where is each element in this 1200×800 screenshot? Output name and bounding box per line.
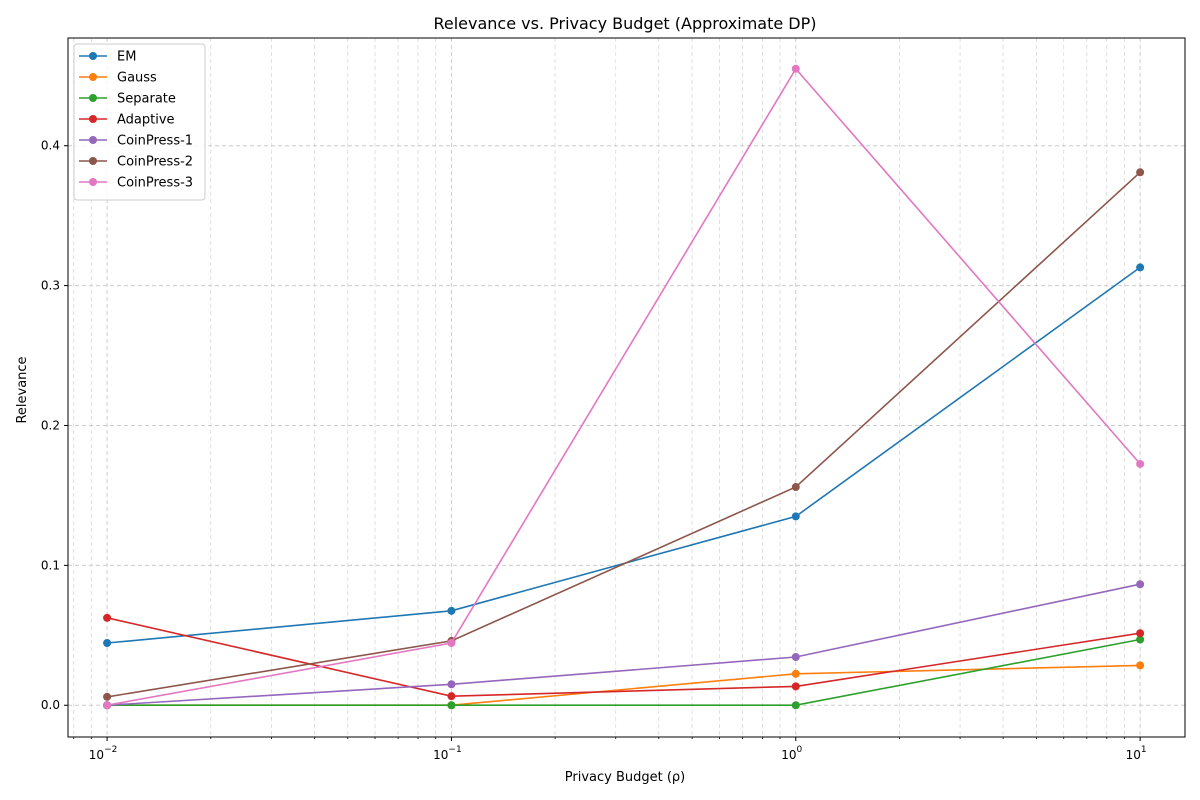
data-point-coinpress-3 xyxy=(103,701,112,710)
x-axis: 10−2 10−1 100 101 xyxy=(73,737,1147,762)
legend-marker-gauss xyxy=(89,73,97,81)
major-gridlines xyxy=(68,38,1185,737)
data-point-gauss xyxy=(1136,661,1145,670)
series-adaptive xyxy=(103,613,1145,701)
data-point-adaptive xyxy=(791,682,800,691)
y-axis-label: Relevance xyxy=(15,356,30,423)
legend-label-gauss: Gauss xyxy=(117,71,157,86)
data-point-coinpress-2 xyxy=(1136,168,1145,177)
data-point-em xyxy=(103,638,112,647)
legend-marker-coinpress-1 xyxy=(89,136,97,144)
data-point-coinpress-2 xyxy=(791,483,800,492)
legend-label-coinpress-2: CoinPress-2 xyxy=(117,155,193,170)
series-line-coinpress-3 xyxy=(106,67,1141,706)
data-point-coinpress-3 xyxy=(791,64,800,73)
data-point-separate xyxy=(791,701,800,710)
data-point-separate xyxy=(1136,635,1145,644)
y-tick-label: 0.3 xyxy=(41,279,60,293)
data-point-coinpress-1 xyxy=(791,652,800,661)
legend: EM Gauss Separate Adaptive CoinPress-1 CoinPr… xyxy=(73,43,206,201)
series-layer xyxy=(103,64,1145,710)
x-tick-label: 10−2 xyxy=(89,745,118,762)
data-point-em xyxy=(1136,263,1145,272)
data-point-gauss xyxy=(791,669,800,678)
plot-frame xyxy=(67,37,1186,738)
data-point-em xyxy=(791,512,800,521)
series-line-separate xyxy=(107,638,1141,707)
y-tick-label: 0.0 xyxy=(41,698,60,712)
data-point-adaptive xyxy=(103,613,112,622)
data-point-coinpress-1 xyxy=(447,680,456,689)
series-line-coinpress-1 xyxy=(107,583,1141,706)
data-point-coinpress-1 xyxy=(1136,580,1145,589)
data-point-separate xyxy=(447,701,456,710)
y-tick-label: 0.1 xyxy=(41,558,60,572)
legend-marker-adaptive xyxy=(89,115,97,123)
legend-label-separate: Separate xyxy=(117,92,176,107)
series-coinpress-3 xyxy=(103,64,1145,710)
legend-marker-coinpress-2 xyxy=(89,157,97,165)
legend-label-em: EM xyxy=(117,50,136,65)
legend-label-coinpress-3: CoinPress-3 xyxy=(117,176,193,191)
data-point-coinpress-3 xyxy=(1136,459,1145,468)
data-point-adaptive xyxy=(1136,629,1145,638)
y-axis: 0.0 0.1 0.2 0.3 0.4 xyxy=(41,139,68,712)
minor-gridlines xyxy=(73,38,1125,737)
data-point-coinpress-3 xyxy=(447,638,456,647)
y-tick-label: 0.4 xyxy=(41,139,60,153)
x-tick-label: 101 xyxy=(1126,745,1147,762)
chart-title: Relevance vs. Privacy Budget (Approximat… xyxy=(433,14,816,33)
series-line-em xyxy=(107,266,1141,644)
data-point-adaptive xyxy=(447,692,456,701)
legend-marker-coinpress-3 xyxy=(89,178,97,186)
x-tick-label: 10−1 xyxy=(433,745,462,762)
x-axis-label: Privacy Budget (ρ) xyxy=(565,770,686,785)
series-line-coinpress-2 xyxy=(106,171,1141,698)
x-tick-label: 100 xyxy=(781,745,802,762)
data-point-em xyxy=(447,606,456,615)
legend-label-coinpress-1: CoinPress-1 xyxy=(117,134,193,149)
legend-label-adaptive: Adaptive xyxy=(117,113,175,128)
legend-marker-em xyxy=(89,52,97,60)
y-tick-label: 0.2 xyxy=(41,418,60,432)
legend-marker-separate xyxy=(89,94,97,102)
series-coinpress-2 xyxy=(103,168,1145,701)
series-line-adaptive xyxy=(106,617,1141,698)
data-point-coinpress-2 xyxy=(103,692,112,701)
series-em xyxy=(103,263,1145,647)
